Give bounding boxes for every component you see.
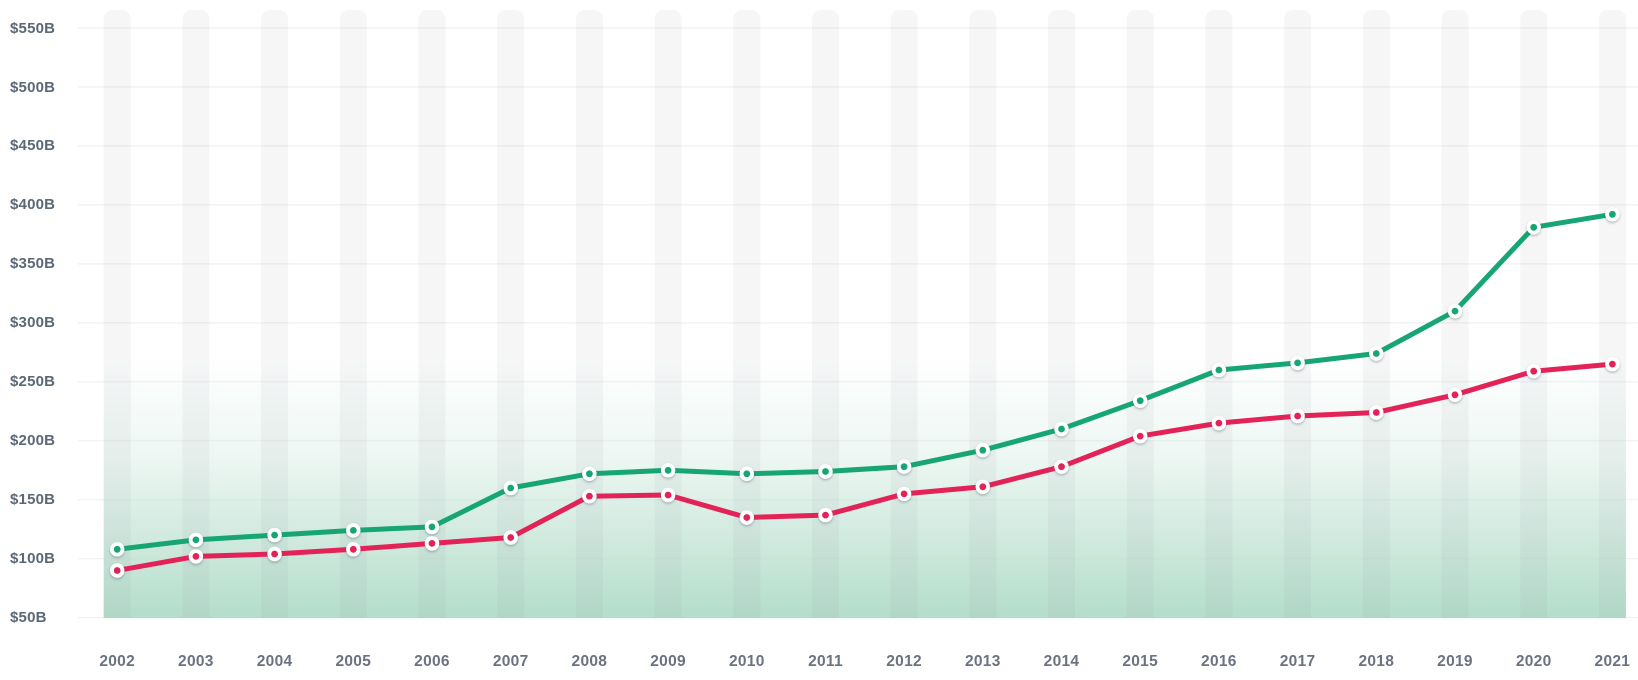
year-column-band xyxy=(733,10,761,618)
green-series-data-point[interactable] xyxy=(1369,346,1384,361)
green-series-data-point[interactable] xyxy=(424,519,440,535)
pink-series-data-point[interactable] xyxy=(660,487,676,503)
green-series-data-point[interactable] xyxy=(267,527,282,543)
year-column-band xyxy=(497,10,525,618)
pink-series-data-point[interactable] xyxy=(110,563,125,578)
pink-series-data-point[interactable] xyxy=(1369,405,1384,420)
year-column-band xyxy=(261,10,289,618)
pink-series-data-point[interactable] xyxy=(582,489,597,504)
pink-series-data-point[interactable] xyxy=(896,486,912,502)
pink-series-data-point[interactable] xyxy=(1526,364,1541,379)
year-column-band xyxy=(969,10,997,618)
pink-series-data-point[interactable] xyxy=(1290,408,1305,424)
pink-series-data-point[interactable] xyxy=(975,479,990,494)
pink-series-data-point[interactable] xyxy=(818,507,833,523)
year-column-band xyxy=(1520,10,1548,618)
year-column-band xyxy=(1048,10,1075,618)
year-column-band xyxy=(812,10,839,618)
pink-series-data-point[interactable] xyxy=(1054,459,1069,474)
year-column-band xyxy=(1126,10,1154,618)
pink-series-data-point[interactable] xyxy=(1211,415,1227,431)
year-column-band xyxy=(1362,10,1390,618)
green-series-data-point[interactable] xyxy=(660,463,676,478)
green-series-data-point[interactable] xyxy=(1447,303,1463,319)
year-column-band xyxy=(1284,10,1312,618)
green-series-data-point[interactable] xyxy=(582,466,597,481)
pink-series-data-point[interactable] xyxy=(267,546,282,562)
green-series-data-point[interactable] xyxy=(818,464,833,479)
green-series-data-point[interactable] xyxy=(1290,355,1305,371)
pink-series-data-point[interactable] xyxy=(346,542,361,557)
pink-series-data-point[interactable] xyxy=(1133,428,1148,444)
area-gradient xyxy=(103,10,1626,618)
green-series-data-point[interactable] xyxy=(1605,207,1620,222)
green-series-data-point[interactable] xyxy=(975,443,990,458)
green-series-data-point[interactable] xyxy=(739,466,754,481)
pink-series-data-point[interactable] xyxy=(503,530,518,545)
pink-series-data-point[interactable] xyxy=(1605,356,1620,372)
pink-series-data-point[interactable] xyxy=(424,536,440,551)
green-series-data-point[interactable] xyxy=(1526,220,1541,235)
year-column-band xyxy=(339,10,367,618)
green-series-data-point[interactable] xyxy=(346,523,361,538)
year-column-band xyxy=(103,10,131,618)
pink-series-line xyxy=(114,361,1615,573)
year-column-band xyxy=(182,10,210,618)
green-series-line xyxy=(114,211,1615,552)
green-series-data-point[interactable] xyxy=(1211,362,1227,378)
year-column-band xyxy=(1205,10,1233,618)
green-series-data-point[interactable] xyxy=(110,542,125,557)
pink-series-data-point[interactable] xyxy=(739,510,754,525)
year-column-band xyxy=(890,10,918,618)
green-series-data-point[interactable] xyxy=(503,480,518,496)
pink-series-data-point[interactable] xyxy=(1447,387,1463,402)
year-column-band xyxy=(575,10,603,618)
year-column-band xyxy=(418,10,446,618)
green-series-data-point[interactable] xyxy=(188,532,204,548)
pink-series-data-point[interactable] xyxy=(188,549,204,564)
green-series-data-point[interactable] xyxy=(896,459,912,474)
green-series-data-point[interactable] xyxy=(1054,421,1069,437)
year-column-band xyxy=(1598,10,1626,618)
green-series-data-point[interactable] xyxy=(1133,393,1148,408)
year-column-band xyxy=(654,10,682,618)
